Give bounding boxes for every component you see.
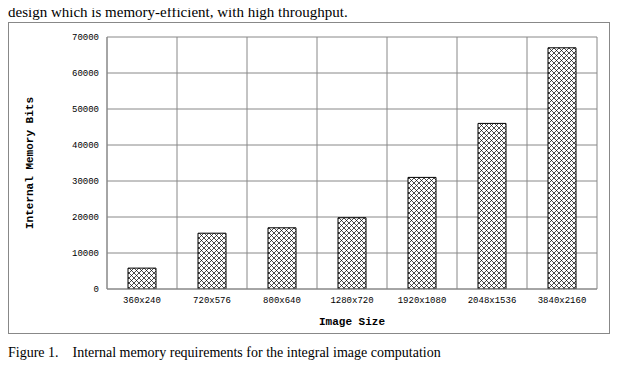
svg-text:1280x720: 1280x720 [330, 296, 373, 306]
svg-text:720x576: 720x576 [193, 296, 231, 306]
svg-text:Image Size: Image Size [319, 316, 385, 328]
svg-text:1920x1080: 1920x1080 [398, 296, 447, 306]
svg-text:10000: 10000 [72, 249, 99, 259]
svg-text:20000: 20000 [72, 213, 99, 223]
svg-text:Internal Memory Bits: Internal Memory Bits [24, 97, 36, 229]
svg-text:3840x2160: 3840x2160 [538, 296, 587, 306]
svg-text:30000: 30000 [72, 177, 99, 187]
svg-text:800x640: 800x640 [263, 296, 301, 306]
html-text:design which is memory-efficie: design which is memory-efficient, with h… [8, 4, 348, 20]
svg-text:40000: 40000 [72, 141, 99, 151]
svg-text:360x240: 360x240 [123, 296, 161, 306]
svg-text:0: 0 [94, 285, 99, 295]
svg-text:70000: 70000 [72, 33, 99, 43]
svg-text:50000: 50000 [72, 105, 99, 115]
svg-text:2048x1536: 2048x1536 [468, 296, 517, 306]
svg-text:60000: 60000 [72, 69, 99, 79]
html-text:Figure 1. Internal memory requ: Figure 1. Internal memory requirements f… [8, 345, 441, 360]
